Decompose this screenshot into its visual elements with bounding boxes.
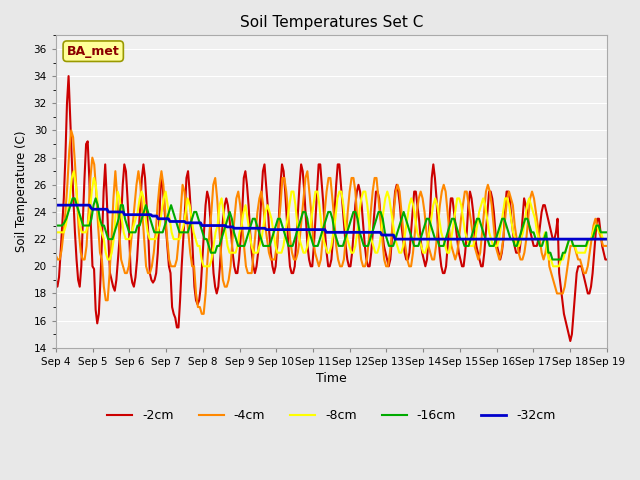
Line: -2cm: -2cm bbox=[56, 76, 607, 341]
-8cm bbox=[603, 236, 611, 242]
-8cm bbox=[280, 243, 287, 249]
-8cm bbox=[146, 236, 154, 242]
-4cm bbox=[67, 128, 75, 133]
-4cm bbox=[541, 250, 549, 255]
-2cm bbox=[438, 264, 445, 269]
-16cm bbox=[603, 229, 611, 235]
-32cm bbox=[584, 236, 592, 242]
Title: Soil Temperatures Set C: Soil Temperatures Set C bbox=[240, 15, 423, 30]
-16cm bbox=[262, 243, 269, 249]
-32cm bbox=[579, 236, 586, 242]
Line: -16cm: -16cm bbox=[56, 198, 607, 260]
-4cm bbox=[559, 290, 566, 296]
Legend: -2cm, -4cm, -8cm, -16cm, -32cm: -2cm, -4cm, -8cm, -16cm, -32cm bbox=[102, 404, 561, 427]
-8cm bbox=[96, 223, 104, 228]
-2cm bbox=[65, 73, 72, 79]
-16cm bbox=[291, 236, 298, 242]
-4cm bbox=[52, 252, 60, 258]
-2cm bbox=[458, 264, 466, 269]
-16cm bbox=[67, 202, 74, 208]
-4cm bbox=[102, 298, 109, 303]
-8cm bbox=[52, 229, 60, 235]
-4cm bbox=[198, 311, 205, 317]
Y-axis label: Soil Temperature (C): Soil Temperature (C) bbox=[15, 131, 28, 252]
-2cm bbox=[340, 223, 348, 228]
-2cm bbox=[52, 277, 60, 283]
-32cm bbox=[52, 202, 60, 208]
-32cm bbox=[603, 236, 611, 242]
-8cm bbox=[232, 250, 239, 255]
-8cm bbox=[70, 168, 77, 174]
-4cm bbox=[528, 189, 536, 194]
-32cm bbox=[70, 202, 77, 208]
-2cm bbox=[566, 338, 574, 344]
-2cm bbox=[603, 257, 611, 263]
-8cm bbox=[200, 264, 207, 269]
-32cm bbox=[394, 236, 402, 242]
-32cm bbox=[270, 227, 278, 232]
Line: -32cm: -32cm bbox=[56, 205, 607, 239]
-2cm bbox=[543, 209, 550, 215]
-4cm bbox=[518, 257, 526, 263]
-32cm bbox=[391, 236, 399, 242]
-16cm bbox=[400, 209, 408, 215]
-16cm bbox=[369, 229, 376, 235]
-2cm bbox=[283, 216, 291, 222]
-8cm bbox=[541, 229, 549, 235]
-2cm bbox=[210, 270, 218, 276]
-16cm bbox=[548, 257, 556, 263]
-4cm bbox=[334, 257, 342, 263]
-32cm bbox=[356, 229, 364, 235]
-16cm bbox=[52, 223, 60, 228]
-8cm bbox=[248, 243, 255, 249]
Line: -8cm: -8cm bbox=[56, 171, 607, 266]
Text: BA_met: BA_met bbox=[67, 45, 120, 58]
-4cm bbox=[603, 243, 611, 249]
-16cm bbox=[234, 243, 242, 249]
X-axis label: Time: Time bbox=[316, 372, 347, 385]
-16cm bbox=[68, 195, 76, 201]
Line: -4cm: -4cm bbox=[56, 131, 607, 314]
